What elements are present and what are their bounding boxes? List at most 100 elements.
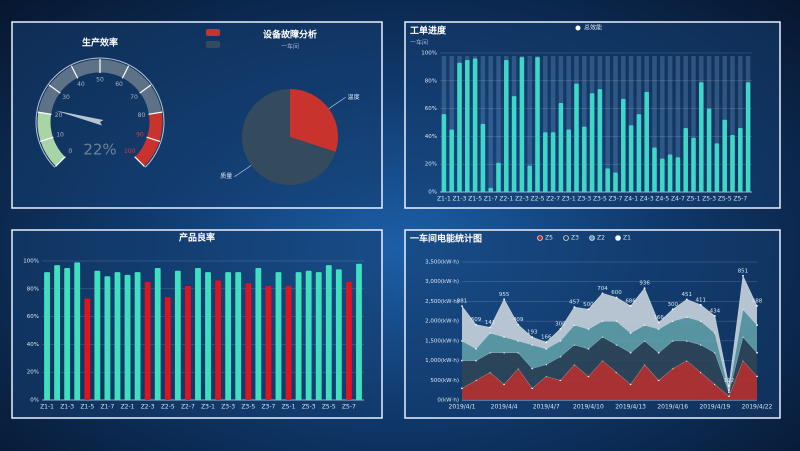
bar: [613, 172, 618, 192]
bar: [457, 62, 462, 193]
bar-background: [543, 56, 548, 192]
x-tick-label: Z5-3: [702, 196, 716, 203]
data-label: 955: [499, 292, 510, 298]
x-tick-label: Z1-5: [80, 404, 94, 411]
y-tick-label: 100%: [23, 259, 39, 265]
legend-label[interactable]: Z3: [571, 235, 579, 242]
x-tick-label: 2019/4/16: [657, 404, 688, 411]
y-tick-label: 100%: [421, 51, 437, 57]
bar: [566, 129, 571, 192]
data-label: 936: [639, 281, 650, 287]
bar: [511, 96, 517, 192]
data-label: 488: [752, 298, 763, 304]
bar-background: [660, 56, 665, 192]
bar: [356, 263, 362, 400]
bar: [335, 269, 342, 400]
x-tick-label: Z5-7: [342, 404, 356, 411]
y-tick-label: 80%: [425, 78, 437, 84]
bar: [730, 135, 735, 192]
y-tick-label: 80%: [27, 286, 39, 292]
chart-title: 一车间电能统计图: [410, 233, 482, 245]
x-tick-label: Z4-5: [655, 196, 669, 203]
bar: [472, 58, 478, 193]
bar-background: [683, 56, 688, 192]
bar: [345, 281, 352, 400]
point: [573, 306, 576, 308]
y-tick-label: 60%: [27, 314, 39, 320]
y-tick-label: 60%: [425, 106, 437, 112]
bar: [519, 57, 525, 192]
bar-background: [550, 56, 556, 192]
data-label: 500: [583, 302, 594, 308]
pie-slice: [242, 89, 336, 185]
bar: [449, 129, 454, 192]
legend-label[interactable]: Z1: [623, 235, 631, 242]
bar-background: [496, 56, 501, 192]
legend-label[interactable]: Z2: [597, 235, 605, 242]
data-label: 609: [471, 317, 482, 323]
y-tick-label: 40%: [27, 342, 39, 348]
x-tick-label: Z5-1: [687, 196, 701, 203]
bar: [488, 187, 493, 192]
bar-background: [667, 56, 673, 192]
legend-marker[interactable]: [537, 235, 543, 241]
y-tick-label: 40%: [425, 134, 437, 140]
x-tick-label: Z1-3: [453, 196, 467, 203]
bar: [660, 158, 665, 192]
x-tick-label: Z5-3: [302, 404, 316, 411]
legend-marker[interactable]: [575, 25, 581, 31]
data-label: 686: [625, 298, 636, 304]
pie-slice: [290, 89, 339, 152]
legend-marker[interactable]: [589, 235, 595, 241]
legend-label[interactable]: Z5: [545, 235, 553, 242]
bar: [722, 119, 727, 192]
x-tick-label: Z5-5: [322, 404, 336, 411]
bar: [652, 147, 657, 192]
bar-background: [613, 56, 618, 192]
y-tick-label: 2,000(kW·h): [425, 319, 459, 325]
point: [643, 287, 646, 290]
bar: [144, 281, 151, 400]
gauge-tick-label: 20: [55, 112, 63, 119]
chart-title: 生产效率: [82, 37, 118, 49]
bar: [154, 267, 161, 400]
x-tick-label: Z1-7: [484, 196, 498, 203]
x-tick-label: Z3-7: [609, 196, 623, 203]
data-label: 112: [724, 378, 735, 384]
x-tick-label: Z5-1: [282, 404, 296, 411]
bar: [285, 286, 292, 400]
gauge-tick: [134, 156, 145, 167]
bar: [114, 272, 121, 400]
point: [742, 274, 744, 277]
legend-marker[interactable]: [615, 235, 621, 241]
point: [475, 323, 477, 326]
gauge-tick-label: 60: [115, 81, 123, 88]
bar-background: [527, 56, 532, 192]
bar: [535, 57, 540, 192]
legend-marker[interactable]: [206, 41, 220, 48]
gauge-tick-label: 10: [56, 131, 64, 138]
point: [601, 292, 604, 295]
bar: [255, 267, 262, 400]
point: [461, 305, 463, 308]
legend-marker[interactable]: [563, 235, 569, 241]
point: [728, 384, 730, 387]
bar-background: [566, 56, 571, 192]
point: [671, 308, 674, 311]
legend-label[interactable]: 总效能: [584, 24, 602, 32]
point: [699, 304, 702, 306]
bar: [184, 286, 191, 400]
bar: [84, 298, 91, 400]
gauge-tick: [139, 84, 152, 94]
x-tick-label: Z1-1: [40, 404, 54, 411]
point: [756, 304, 758, 307]
chart-title: 工单进度: [410, 25, 447, 37]
y-tick-label: 20%: [425, 162, 437, 168]
legend-marker[interactable]: [206, 29, 220, 36]
data-label: 451: [682, 292, 693, 298]
chart-subtitle: 一车间: [410, 39, 428, 47]
data-label: 409: [513, 317, 524, 323]
point: [517, 323, 520, 326]
point: [559, 328, 562, 330]
bar-background: [714, 56, 720, 192]
